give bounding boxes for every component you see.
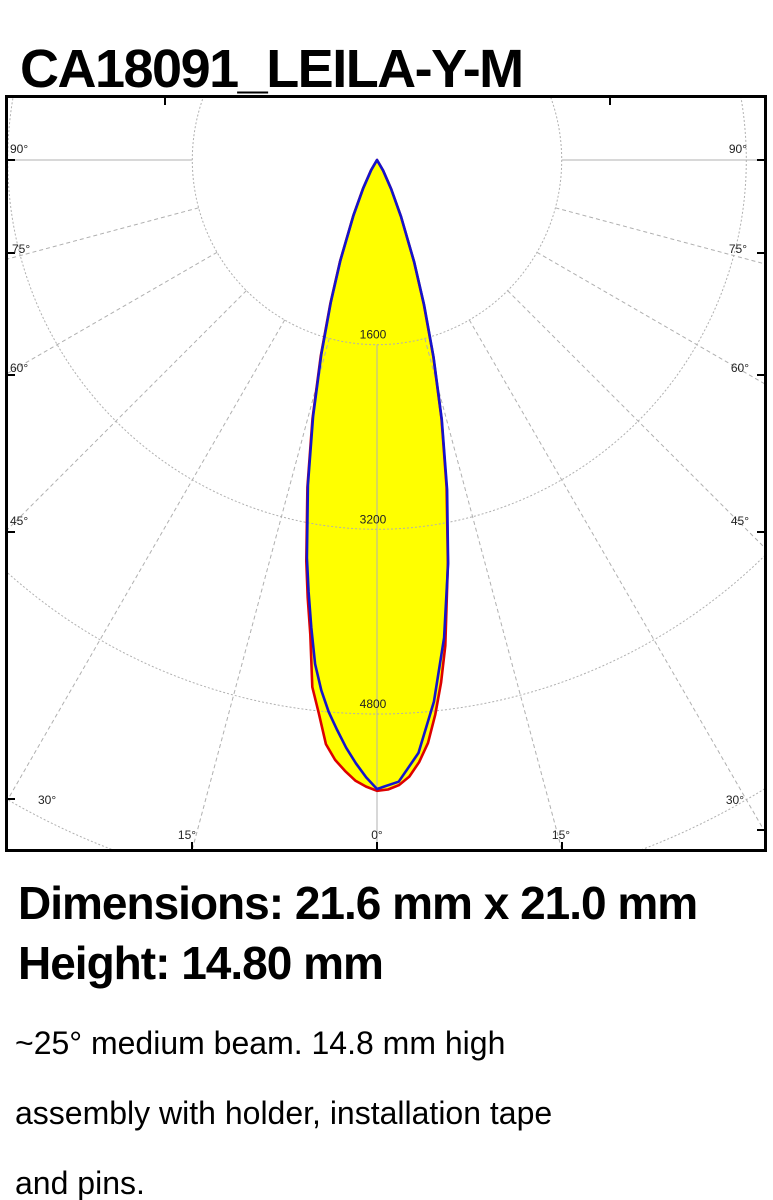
description-line-2: assembly with holder, installation tape (15, 1095, 553, 1131)
angle-label-bottom: 15° (552, 828, 570, 842)
polar-grid (8, 98, 764, 849)
angle-label-left: 90° (10, 142, 28, 156)
angle-label-left: 75° (12, 242, 30, 256)
polar-chart-frame: 90° 75° 60° 45° 30° 90° 75° 60° 45° 30° 15° 0° 15° 16… (5, 95, 767, 852)
blue-curve (305, 158, 450, 791)
angle-label-right: 60° (731, 361, 749, 375)
angle-label-bottom: 15° (178, 828, 196, 842)
angle-label-right: 45° (731, 514, 749, 528)
spec-height: Height: 14.80 mm (18, 937, 384, 989)
spec-dimensions: Dimensions: 21.6 mm x 21.0 mm (18, 877, 698, 929)
ring-value-label: 4800 (360, 697, 387, 711)
ring-value-label: 3200 (360, 512, 387, 526)
description-line-1: ~25° medium beam. 14.8 mm high (15, 1025, 506, 1061)
description-line-3: and pins. (15, 1165, 145, 1200)
angle-label-right: 30° (726, 793, 744, 807)
ring-value-label: 1600 (360, 328, 387, 342)
angle-label-right: 75° (729, 242, 747, 256)
angle-label-left: 60° (10, 361, 28, 375)
angle-label-bottom: 0° (371, 828, 383, 842)
border-ticks (8, 98, 764, 849)
angle-label-left: 45° (10, 514, 28, 528)
polar-distribution-chart: 90° 75° 60° 45° 30° 90° 75° 60° 45° 30° 15° 0° 15° 16… (8, 98, 764, 849)
angle-label-left: 30° (38, 793, 56, 807)
page-title: CA18091_LEILA-Y-M (20, 39, 524, 100)
product-description: ~25° medium beam. 14.8 mm high assembly … (15, 1008, 552, 1200)
grid-labels: 90° 75° 60° 45° 30° 90° 75° 60° 45° 30° 15° 0° 15° 16… (10, 142, 749, 842)
angle-label-right: 90° (729, 142, 747, 156)
